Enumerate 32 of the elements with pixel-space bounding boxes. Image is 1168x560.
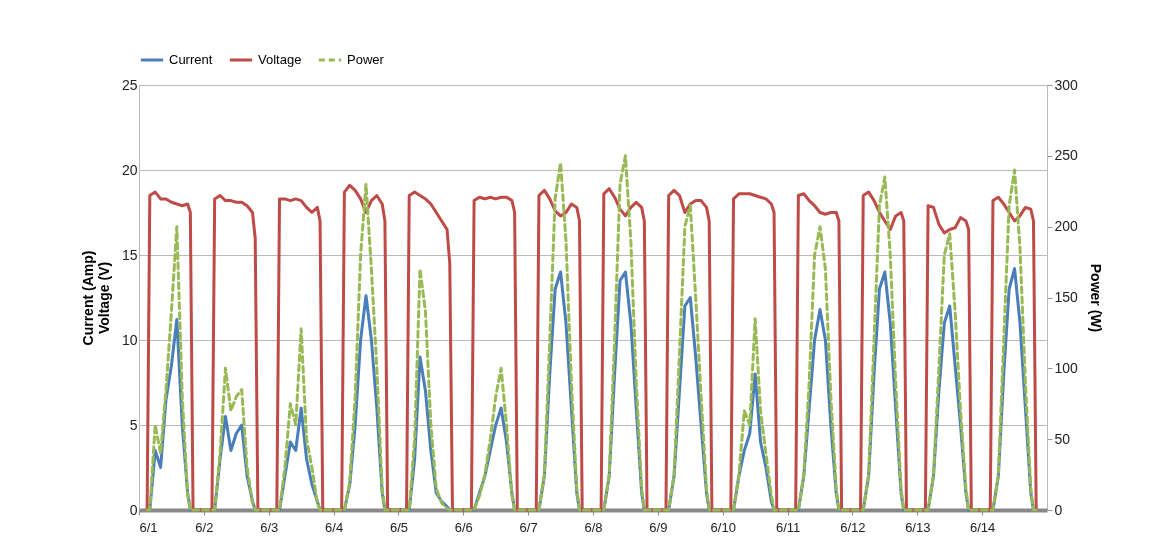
y-tick-label: 15	[121, 246, 138, 263]
x-tick-label: 6/13	[905, 519, 931, 535]
y2-tick-label: 250	[1054, 147, 1079, 164]
y-tick-label: 10	[121, 331, 138, 348]
x-tick-label: 6/7	[519, 519, 538, 535]
y-tick-label: 20	[121, 161, 138, 178]
x-tick-label: 6/4	[325, 519, 344, 535]
y2-tick-label: 150	[1054, 289, 1079, 305]
y2-tick-label: 200	[1054, 218, 1079, 235]
y2-tick-label: 50	[1054, 430, 1071, 447]
y-tick-label: 5	[129, 416, 138, 433]
y2-axis-title: Power (W)	[1087, 263, 1104, 333]
y2-tick-label: 300	[1054, 76, 1079, 93]
x-tick-label: 6/2	[195, 519, 214, 535]
legend-label: Voltage	[258, 52, 302, 67]
x-tick-label: 6/9	[649, 519, 668, 535]
x-tick-label: 6/11	[775, 519, 801, 535]
x-tick-label: 6/5	[389, 519, 408, 535]
y-tick-label: 0	[129, 501, 138, 518]
y-tick-label: 25	[121, 76, 138, 93]
y2-tick-label: 100	[1054, 359, 1079, 376]
x-tick-label: 6/8	[584, 519, 603, 535]
x-tick-label: 6/14	[969, 519, 996, 535]
y2-tick-label: 0	[1054, 501, 1063, 518]
x-tick-label: 6/3	[260, 519, 279, 535]
y-axis-title: Current (Amp) Voltage (V)	[79, 250, 112, 346]
x-tick-label: 6/6	[454, 519, 473, 535]
x-tick-label: 6/12	[840, 519, 866, 535]
x-tick-label: 6/10	[710, 519, 736, 535]
legend-label: Power	[347, 52, 385, 67]
legend-label: Current	[169, 52, 213, 67]
x-tick-label: 6/1	[139, 519, 158, 535]
